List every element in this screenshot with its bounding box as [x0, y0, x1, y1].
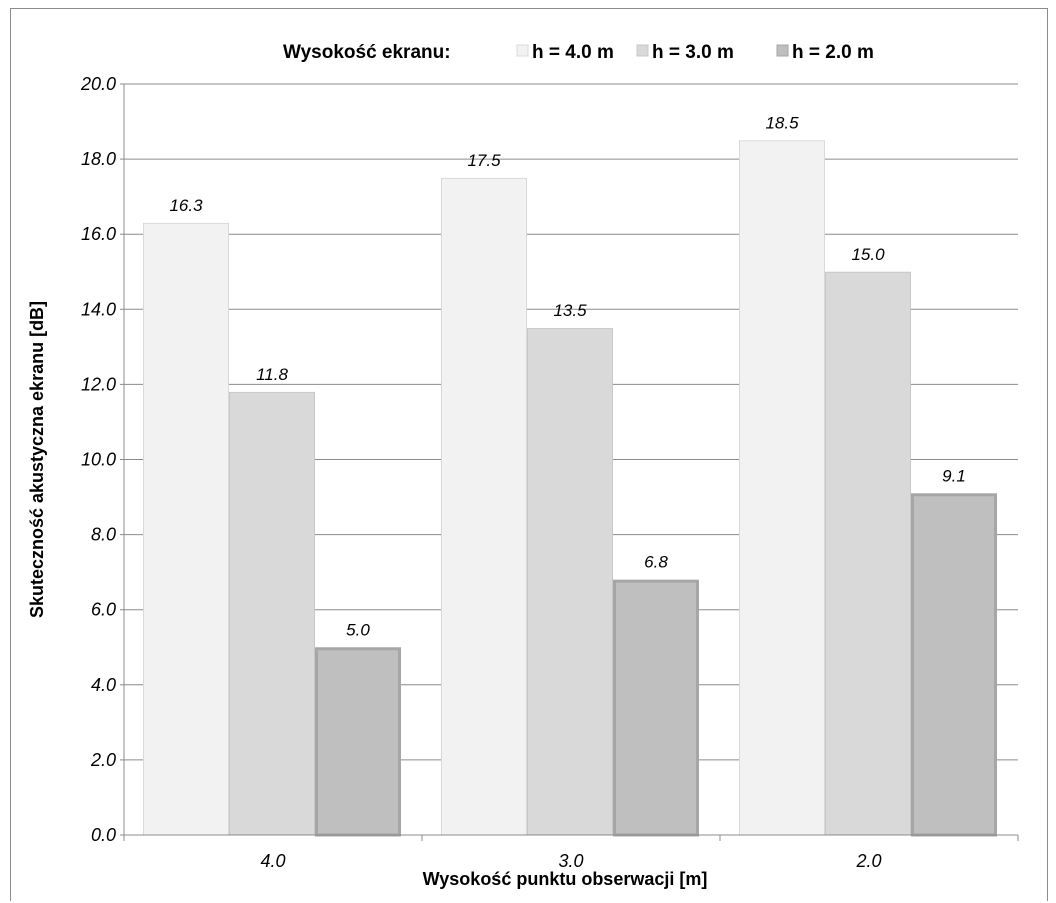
data-label: 6.8: [644, 553, 668, 572]
legend-title: Wysokość ekranu:: [283, 42, 451, 63]
data-label: 17.5: [467, 151, 501, 170]
y-tick-label: 10.0: [81, 450, 116, 470]
bar: [527, 328, 613, 836]
y-tick-label: 20.0: [80, 74, 116, 94]
y-tick-label: 4.0: [91, 675, 116, 695]
y-tick-label: 8.0: [91, 525, 116, 545]
legend-swatch: [636, 44, 649, 57]
bar: [315, 647, 401, 837]
legend-swatch: [776, 44, 789, 57]
y-tick-label: 12.0: [81, 374, 116, 394]
y-tick-label: 18.0: [81, 149, 116, 169]
x-tick-label: 2.0: [855, 851, 881, 871]
data-label: 13.5: [553, 301, 587, 320]
y-tick-label: 0.0: [91, 825, 116, 845]
data-label: 5.0: [346, 620, 370, 639]
data-label: 18.5: [765, 113, 799, 132]
y-tick-label: 2.0: [90, 750, 116, 770]
data-label: 15.0: [851, 245, 885, 264]
x-tick-label: 3.0: [558, 851, 583, 871]
legend-label: h = 2.0 m: [792, 42, 874, 63]
chart-area: 0.0 2.0 4.0 6.0 8.0 10.0 12.0 14.0 16.0 18.0 20.0 1…: [10, 8, 1048, 901]
x-axis-title: Wysokość punktu obserwacji [m]: [423, 869, 708, 889]
bar: [739, 140, 825, 836]
bar: [911, 493, 997, 837]
legend-label: h = 3.0 m: [652, 42, 734, 63]
legend-label: h = 4.0 m: [532, 42, 614, 63]
y-tick-label: 6.0: [91, 600, 116, 620]
data-label: 11.8: [256, 365, 288, 384]
bar: [441, 177, 527, 836]
x-tick-label: 4.0: [260, 851, 285, 871]
legend-swatch: [516, 44, 529, 57]
bar: [613, 579, 699, 837]
bar: [143, 222, 229, 836]
bar: [229, 391, 315, 836]
data-label: 9.1: [942, 466, 966, 485]
bar: [825, 271, 911, 836]
y-tick-label: 16.0: [81, 224, 116, 244]
bar-chart: 0.0 2.0 4.0 6.0 8.0 10.0 12.0 14.0 16.0 18.0 20.0 1…: [27, 42, 1019, 889]
y-tick-label: 14.0: [81, 299, 116, 319]
data-label: 16.3: [169, 196, 203, 215]
y-axis-title: Skuteczność akustyczna ekranu [dB]: [27, 301, 47, 618]
